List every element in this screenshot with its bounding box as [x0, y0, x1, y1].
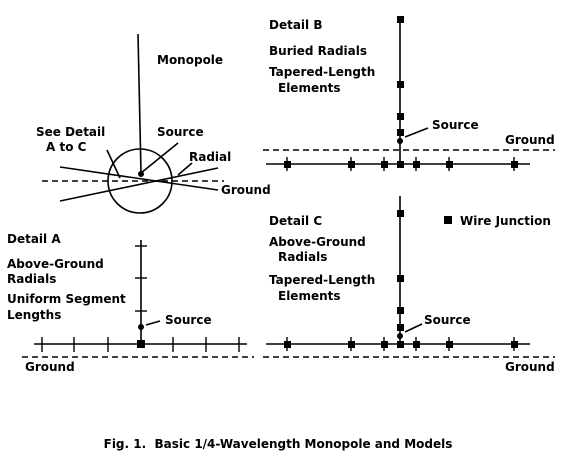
- detail-a-text-line4: Lengths: [7, 308, 61, 322]
- detail-a-ground-label: Ground: [25, 360, 75, 374]
- detail-c-wire-junction: [381, 341, 388, 348]
- detail-c-text-line4: Elements: [278, 289, 341, 303]
- detail-b-wire-junction: [511, 161, 518, 168]
- detail-b-wire-junction: [397, 16, 404, 23]
- detail-a-text-line2: Radials: [7, 272, 56, 286]
- detail-b-wire-junction: [397, 161, 404, 168]
- detail-b-wire-junction: [381, 161, 388, 168]
- detail-c-wire-junction: [397, 341, 404, 348]
- see-detail-leader: [106, 149, 121, 179]
- detail-c-wire-junction: [397, 307, 404, 314]
- detail-c-text-line2: Radials: [278, 250, 327, 264]
- legend-wire-junction-label: Wire Junction: [460, 214, 551, 228]
- legend-wire-junction-square: [444, 216, 452, 224]
- detail-c-wire-junction: [397, 210, 404, 217]
- monopole-element: [137, 33, 142, 174]
- main-radial-1: [59, 166, 219, 191]
- main-source-label: Source: [157, 125, 204, 139]
- detail-b-wire-junction: [446, 161, 453, 168]
- monopole-label: Monopole: [157, 53, 223, 67]
- detail-c-wire-junction: [413, 341, 420, 348]
- detail-b-diagram: [263, 16, 555, 171]
- detail-b-wire-junction: [397, 129, 404, 136]
- detail-c-wire-junction: [397, 275, 404, 282]
- detail-b-text-line1: Buried Radials: [269, 44, 367, 58]
- detail-b-wire-junction: [348, 161, 355, 168]
- detail-c-wire-junction: [397, 324, 404, 331]
- main-ground-label: Ground: [221, 183, 271, 197]
- detail-b-source-leader: [404, 127, 429, 138]
- detail-c-source-leader: [404, 323, 423, 333]
- detail-b-wire-junction: [413, 161, 420, 168]
- detail-a-source-dot: [138, 324, 144, 330]
- detail-c-wire-junction: [348, 341, 355, 348]
- detail-b-ground-label: Ground: [505, 133, 555, 147]
- detail-b-wire-junction: [397, 113, 404, 120]
- detail-b-wire-junction: [284, 161, 291, 168]
- detail-c-ground-label: Ground: [505, 360, 555, 374]
- radial-label: Radial: [189, 150, 231, 164]
- detail-b-source-label: Source: [432, 118, 479, 132]
- detail-b-title: Detail B: [269, 18, 322, 32]
- detail-a-text-line1: Above-Ground: [7, 257, 104, 271]
- detail-c-title: Detail C: [269, 214, 322, 228]
- detail-c-text-line1: Above-Ground: [269, 235, 366, 249]
- detail-a-text-line3: Uniform Segment: [7, 292, 126, 306]
- detail-c-wire-junction: [511, 341, 518, 348]
- detail-a-title: Detail A: [7, 232, 61, 246]
- detail-c-text-line3: Tapered-Length: [269, 273, 375, 287]
- detail-c-diagram: [263, 196, 555, 358]
- detail-c-source-dot: [397, 333, 403, 339]
- detail-c-wire-junction: [446, 341, 453, 348]
- detail-a-source-label: Source: [165, 313, 212, 327]
- see-detail-label-line2: A to C: [46, 140, 87, 154]
- main-monopole-diagram: [42, 33, 224, 214]
- main-radial-2: [59, 167, 219, 202]
- see-detail-label-line1: See Detail: [36, 125, 105, 139]
- detail-b-source-dot: [397, 138, 403, 144]
- detail-b-text-line3: Elements: [278, 81, 341, 95]
- main-source-dot: [138, 171, 144, 177]
- detail-c-wire-junction: [284, 341, 291, 348]
- detail-a-wire-junction: [137, 340, 145, 348]
- detail-a-source-leader: [145, 320, 161, 326]
- figure-caption: Fig. 1. Basic 1/4-Wavelength Monopole an…: [104, 437, 453, 451]
- detail-c-source-label: Source: [424, 313, 471, 327]
- source-leader: [140, 142, 179, 174]
- detail-a-diagram: [22, 240, 254, 358]
- detail-b-text-line2: Tapered-Length: [269, 65, 375, 79]
- radial-leader: [177, 162, 193, 176]
- detail-b-wire-junction: [397, 81, 404, 88]
